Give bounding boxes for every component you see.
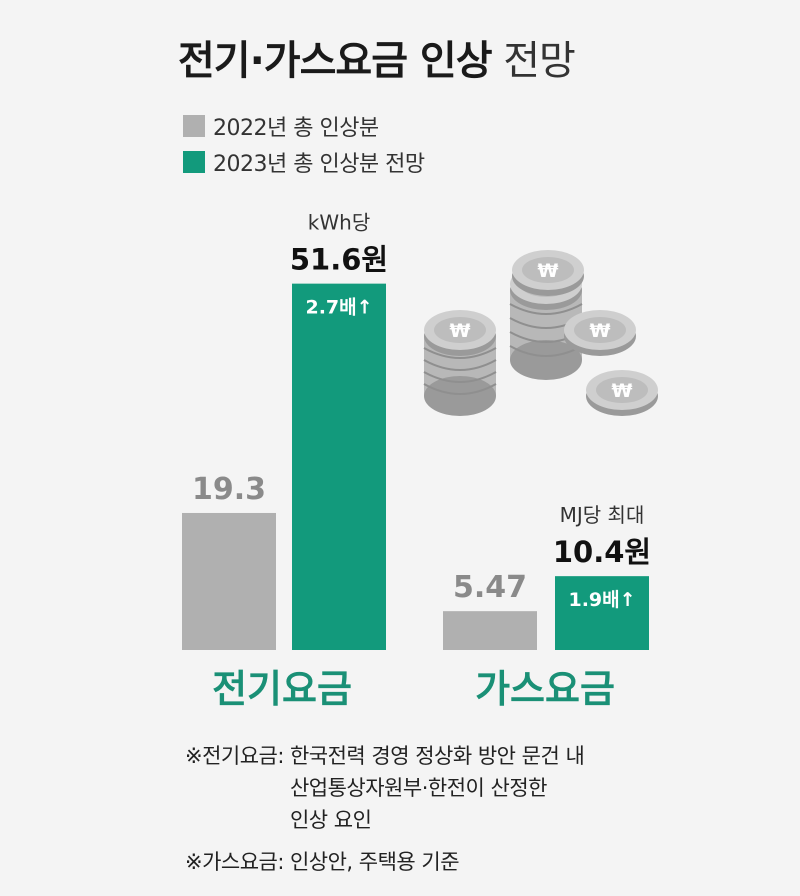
- legend-item-2022: 2022년 총 인상분: [183, 108, 425, 144]
- data-label-2023: 10.4원: [553, 535, 651, 569]
- multiplier-label: 2.7배↑: [305, 297, 372, 319]
- footnote-body: 한국전력 경영 정상화 방안 문건 내 산업통상자원부·한전이 산정한 인상 요…: [284, 740, 585, 836]
- legend-label-2022: 2022년 총 인상분: [213, 116, 379, 141]
- footnotes: ※전기요금: 한국전력 경영 정상화 방안 문건 내 산업통상자원부·한전이 산…: [185, 740, 585, 878]
- legend: 2022년 총 인상분 2023년 총 인상분 전망: [183, 108, 425, 180]
- category-label: 가스요금: [475, 667, 615, 711]
- data-label-2023: 51.6원: [290, 243, 388, 277]
- unit-label: MJ당 최대: [560, 503, 645, 527]
- bar-chart: ₩ 19.32.7배↑51.6원kWh당전기요금5.471.9배↑10.4원MJ…: [182, 211, 658, 711]
- footnote-line: 인상 요인: [289, 808, 372, 832]
- legend-item-2023: 2023년 총 인상분 전망: [183, 144, 425, 180]
- legend-label-2023: 2023년 총 인상분 전망: [213, 152, 425, 177]
- data-label-2022: 5.47: [453, 570, 527, 605]
- footnote-head: ※가스요금:: [185, 850, 284, 874]
- bar-2023: [292, 283, 386, 650]
- coin-stack-icon: [423, 250, 658, 416]
- multiplier-label: 1.9배↑: [568, 589, 635, 611]
- bar-2022: [443, 611, 537, 650]
- footnote-electricity: ※전기요금: 한국전력 경영 정상화 방안 문건 내 산업통상자원부·한전이 산…: [185, 740, 585, 836]
- footnote-line: 인상안, 주택용 기준: [289, 850, 460, 874]
- category-label: 전기요금: [212, 667, 352, 711]
- bar-2022: [182, 512, 276, 650]
- title-light: 전망: [503, 38, 576, 84]
- unit-label: kWh당: [308, 211, 370, 235]
- legend-swatch-gray: [183, 115, 205, 137]
- footnote-head: ※전기요금:: [185, 744, 284, 768]
- footnote-line: 산업통상자원부·한전이 산정한: [289, 776, 548, 800]
- title-bold: 전기·가스요금 인상: [178, 38, 493, 84]
- page-title: 전기·가스요금 인상 전망: [178, 28, 576, 86]
- footnote-body: 인상안, 주택용 기준: [284, 846, 460, 878]
- legend-swatch-teal: [183, 151, 205, 173]
- data-label-2022: 19.3: [192, 472, 266, 507]
- bar-2023: [555, 576, 649, 650]
- footnote-gas: ※가스요금: 인상안, 주택용 기준: [185, 846, 584, 878]
- footnote-line: 한국전력 경영 정상화 방안 문건 내: [289, 744, 585, 768]
